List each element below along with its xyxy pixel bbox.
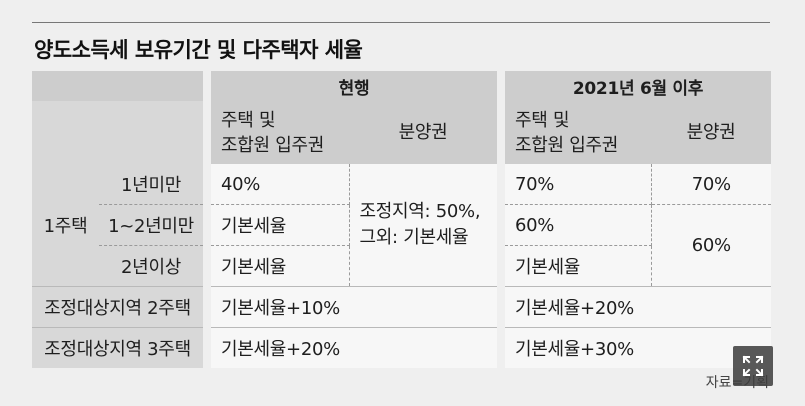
cell-new-presale-1plus: 60% <box>651 204 771 287</box>
expand-button[interactable] <box>733 346 773 386</box>
header-after: 2021년 6월 이후 <box>501 71 771 101</box>
row-label-under1: 1년미만 <box>99 164 211 205</box>
row-label-three-house: 조정대상지역 3주택 <box>32 327 211 368</box>
cell-new-presale-under1: 70% <box>651 164 771 205</box>
row-label-two-house: 조정대상지역 2주택 <box>32 286 211 328</box>
cell-cur-over2: 기본세율 <box>207 245 350 287</box>
header-after-presale: 분양권 <box>651 101 771 164</box>
top-rule <box>32 22 770 23</box>
row-label-over2: 2년이상 <box>99 245 211 287</box>
cell-cur-presale: 조정지역: 50%, 그외: 기본세율 <box>349 164 505 287</box>
header-current: 현행 <box>207 71 505 101</box>
header-corner-lower <box>32 101 211 164</box>
cell-cur-1to2: 기본세율 <box>207 204 350 246</box>
cell-cur-three: 기본세율+20% <box>207 327 505 368</box>
header-after-housing: 주택 및 조합원 입주권 <box>501 101 651 164</box>
cell-cur-two: 기본세율+10% <box>207 286 505 328</box>
cell-new-1to2: 60% <box>501 204 652 246</box>
cell-cur-under1: 40% <box>207 164 350 205</box>
tax-rate-table: 현행 2021년 6월 이후 주택 및 조합원 입주권 분양권 주택 및 조합원… <box>32 71 771 368</box>
cell-new-three: 기본세율+30% <box>501 327 771 368</box>
cell-new-over2: 기본세율 <box>501 245 652 287</box>
cell-new-two: 기본세율+20% <box>501 286 771 328</box>
row-label-1to2: 1~2년미만 <box>99 204 211 246</box>
header-current-housing: 주택 및 조합원 입주권 <box>207 101 349 164</box>
header-corner <box>32 71 211 101</box>
header-current-presale: 분양권 <box>349 101 505 164</box>
table-title: 양도소득세 보유기간 및 다주택자 세율 <box>34 38 363 62</box>
expand-icon <box>742 355 764 377</box>
cell-new-under1: 70% <box>501 164 652 205</box>
row-label-one-house: 1주택 <box>32 164 99 287</box>
